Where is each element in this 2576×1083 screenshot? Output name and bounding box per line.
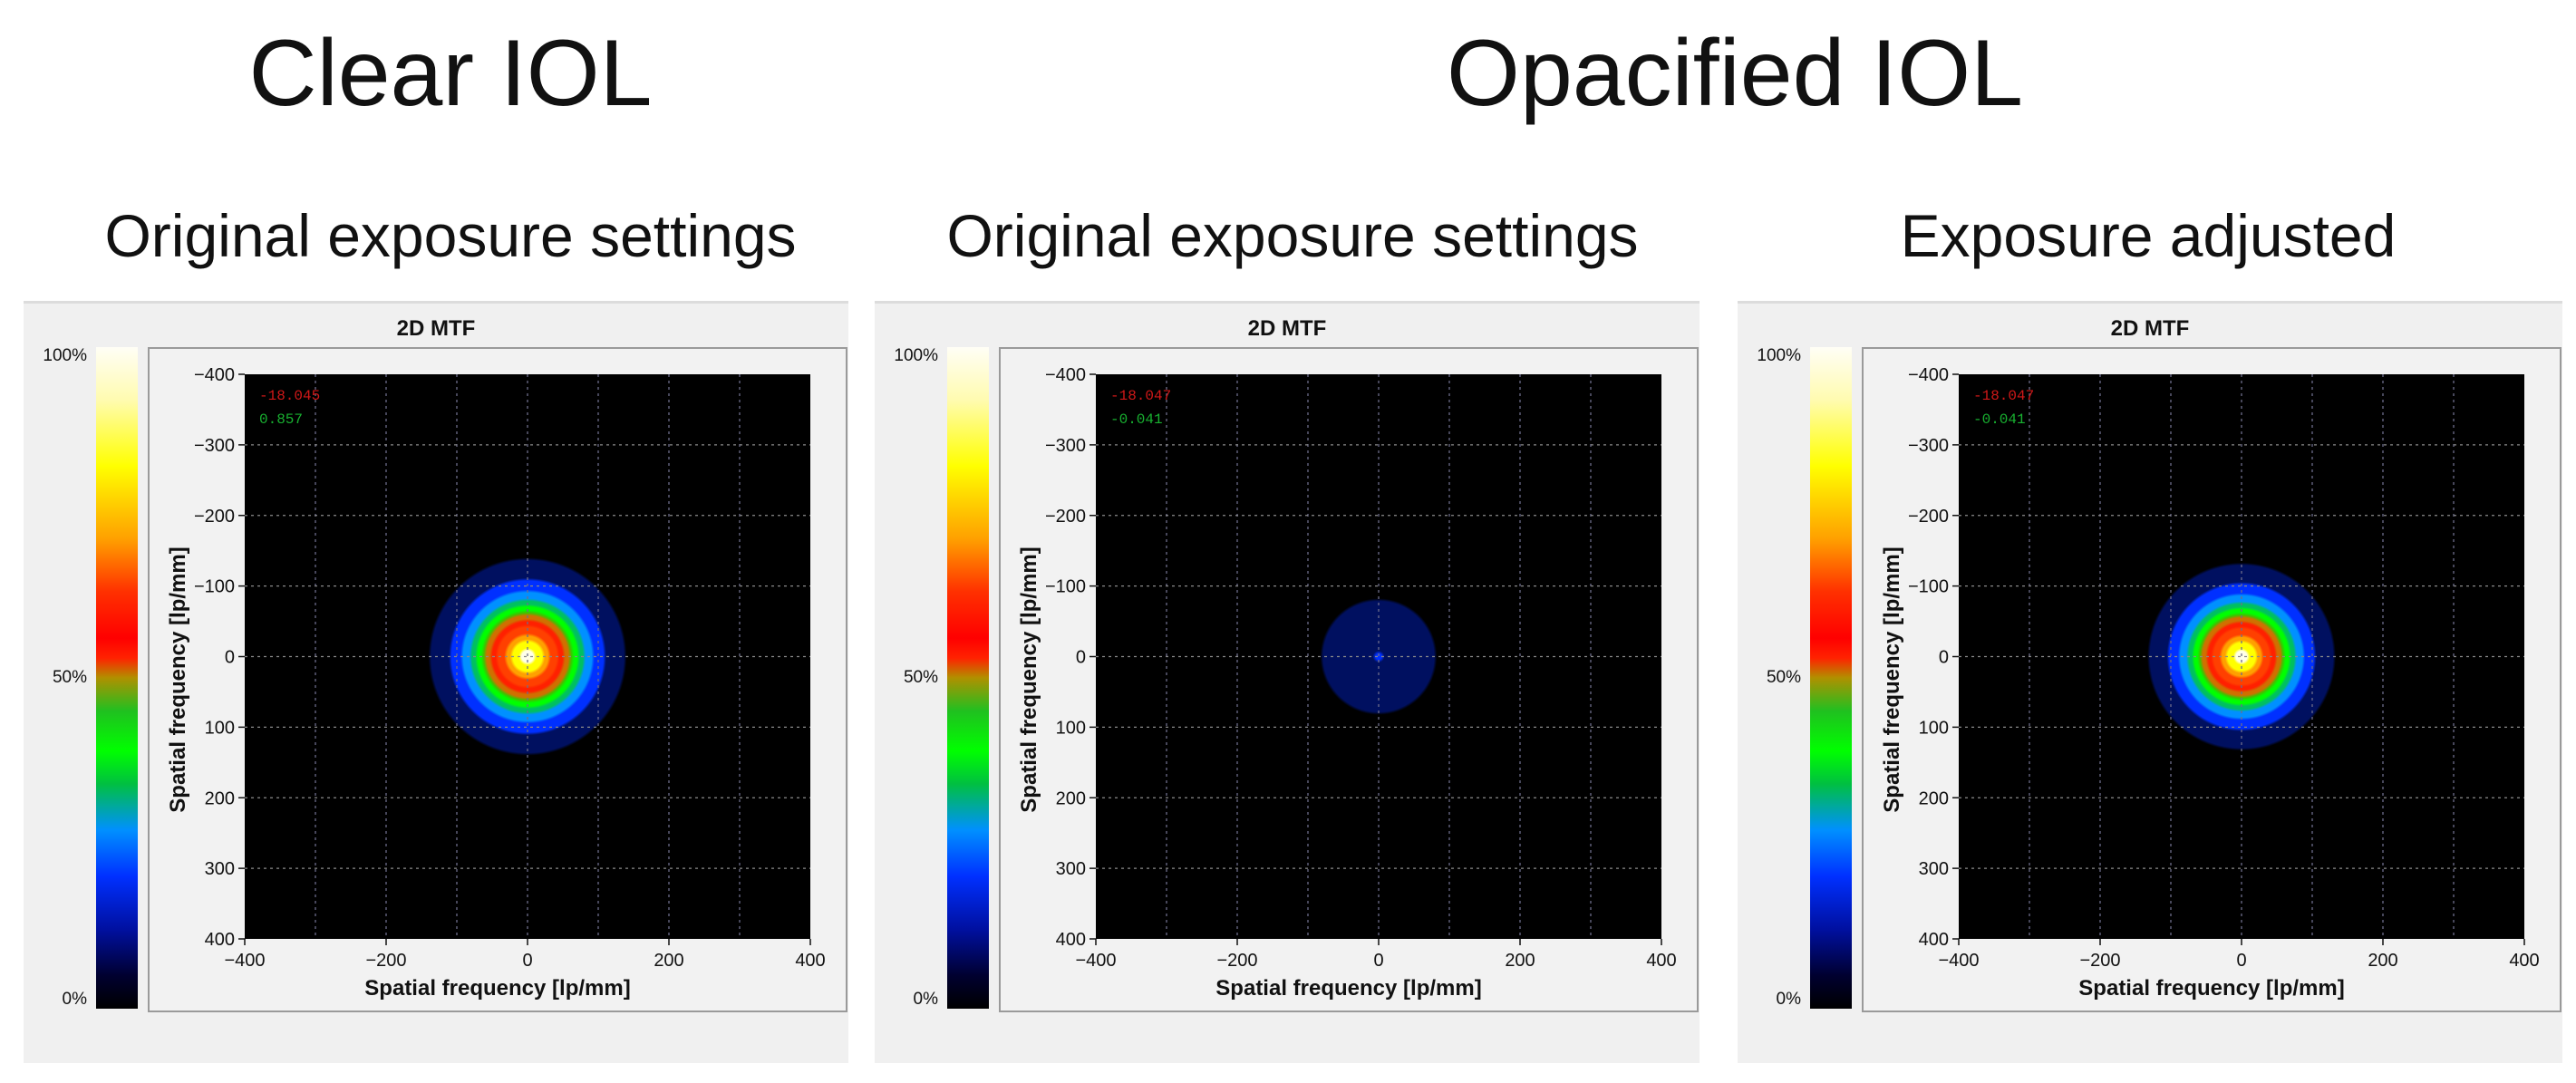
- x-tick-label: −200: [365, 951, 406, 971]
- annotation-green: -0.041: [1110, 411, 1163, 428]
- colorbar-label-bottom: 0%: [62, 990, 87, 1009]
- x-tick-label: 200: [1505, 951, 1535, 971]
- colorbar-label-bottom: 0%: [913, 990, 938, 1009]
- y-axis-label: Spatial frequency [lp/mm]: [166, 546, 190, 813]
- annotation-red: -18.045: [259, 388, 320, 404]
- x-tick-label: −200: [1216, 951, 1257, 971]
- x-tick-label: 200: [2368, 951, 2397, 971]
- y-tick-label: −100: [1045, 577, 1086, 597]
- x-axis-label: Spatial frequency [lp/mm]: [1215, 976, 1482, 1001]
- x-tick-label: 200: [654, 951, 683, 971]
- y-axis-label: Spatial frequency [lp/mm]: [1880, 546, 1904, 813]
- group-title-opacified-iol: Opacified IOL: [1447, 21, 2023, 126]
- x-tick-label: −400: [224, 951, 265, 971]
- annotation-green: 0.857: [259, 411, 303, 428]
- colorbar: [96, 347, 138, 1009]
- x-tick-label: 0: [1373, 951, 1383, 971]
- y-tick-label: −400: [194, 365, 235, 385]
- colorbar: [1810, 347, 1852, 1009]
- chart-title: 2D MTF: [1247, 316, 1327, 341]
- y-tick-label: 0: [1076, 648, 1086, 668]
- mtf-intensity-blob: [411, 540, 644, 773]
- x-axis-label: Spatial frequency [lp/mm]: [364, 976, 631, 1001]
- annotation-red: -18.047: [1973, 388, 2034, 404]
- y-tick-label: 300: [205, 859, 235, 879]
- y-tick-label: 0: [225, 648, 235, 668]
- mtf-intensity-blob: [2130, 546, 2353, 768]
- x-tick-label: −200: [2079, 951, 2120, 971]
- colorbar-label-top: 100%: [894, 346, 938, 365]
- y-tick-label: −200: [194, 507, 235, 527]
- mtf-plot: −400 −200 0 200 400−400−300−200−100010020030…: [194, 365, 826, 971]
- plot-frame: −400 −200 0 200 400 −400 −300 −200 −100 0 100 200 30…: [148, 347, 847, 1012]
- y-tick-label: 200: [1919, 788, 1949, 808]
- y-axis-label: Spatial frequency [lp/mm]: [1017, 546, 1041, 813]
- x-tick-label: 0: [2236, 951, 2246, 971]
- y-tick-label: 200: [1056, 788, 1086, 808]
- mtf-intensity-blob: [1262, 540, 1496, 773]
- colorbar: [947, 347, 989, 1009]
- mtf-panel-2: 2D MTF 100% 50% 0% −400 −200 0 200 400 −400 −3…: [875, 301, 1700, 1063]
- annotation-green: -0.041: [1973, 411, 2026, 428]
- panel-title-1: Original exposure settings: [104, 202, 797, 269]
- x-axis-label: Spatial frequency [lp/mm]: [2078, 976, 2345, 1001]
- y-tick-label: −100: [1908, 577, 1949, 597]
- panel-title-2: Original exposure settings: [946, 202, 1639, 269]
- panel-title-3: Exposure adjusted: [1900, 202, 2397, 269]
- colorbar-label-top: 100%: [1757, 346, 1801, 365]
- plot-frame: −400 −200 0 200 400 −400 −300 −200 −100 0 100 200 30…: [999, 347, 1699, 1012]
- y-tick-label: 300: [1056, 859, 1086, 879]
- x-tick-label: 400: [795, 951, 825, 971]
- y-tick-label: 300: [1919, 859, 1949, 879]
- y-tick-label: 100: [1919, 718, 1949, 738]
- plot-frame: −400 −200 0 200 400 −400 −300 −200 −100 0 100 200 30…: [1862, 347, 2561, 1012]
- group-title-clear-iol: Clear IOL: [248, 21, 653, 126]
- y-tick-label: 100: [1056, 718, 1086, 738]
- y-tick-label: −200: [1045, 507, 1086, 527]
- x-tick-label: −400: [1075, 951, 1116, 971]
- y-tick-label: −400: [1045, 365, 1086, 385]
- y-tick-label: 400: [1919, 930, 1949, 950]
- colorbar-label-mid: 50%: [903, 668, 938, 687]
- x-tick-label: 0: [522, 951, 532, 971]
- y-tick-label: 400: [1056, 930, 1086, 950]
- x-tick-label: −400: [1938, 951, 1979, 971]
- y-tick-label: 400: [205, 930, 235, 950]
- colorbar-label-mid: 50%: [1766, 668, 1801, 687]
- chart-title: 2D MTF: [396, 316, 476, 341]
- y-tick-label: 200: [205, 788, 235, 808]
- colorbar-label-mid: 50%: [52, 668, 87, 687]
- mtf-panel-1: 2D MTF 100% 50% 0% −400 −200 0 200 400 −400 −3…: [24, 301, 848, 1063]
- y-tick-label: 0: [1939, 648, 1949, 668]
- y-tick-label: −300: [1908, 436, 1949, 456]
- y-tick-label: −200: [1908, 507, 1949, 527]
- y-tick-label: −300: [194, 436, 235, 456]
- chart-title: 2D MTF: [2110, 316, 2190, 341]
- annotation-red: -18.047: [1110, 388, 1171, 404]
- x-tick-label: 400: [1646, 951, 1676, 971]
- mtf-plot: −400 −200 0 200 400−400−300−200−100010020030…: [1908, 365, 2540, 971]
- mtf-panel-3: 2D MTF 100% 50% 0% −400 −200 0 200 400 −400 −3…: [1738, 301, 2562, 1063]
- x-tick-label: 400: [2509, 951, 2539, 971]
- y-tick-label: 100: [205, 718, 235, 738]
- mtf-plot: −400 −200 0 200 400−400−300−200−100010020030…: [1045, 365, 1677, 971]
- colorbar-label-top: 100%: [43, 346, 87, 365]
- y-tick-label: −300: [1045, 436, 1086, 456]
- colorbar-label-bottom: 0%: [1776, 990, 1801, 1009]
- y-tick-label: −100: [194, 577, 235, 597]
- y-tick-label: −400: [1908, 365, 1949, 385]
